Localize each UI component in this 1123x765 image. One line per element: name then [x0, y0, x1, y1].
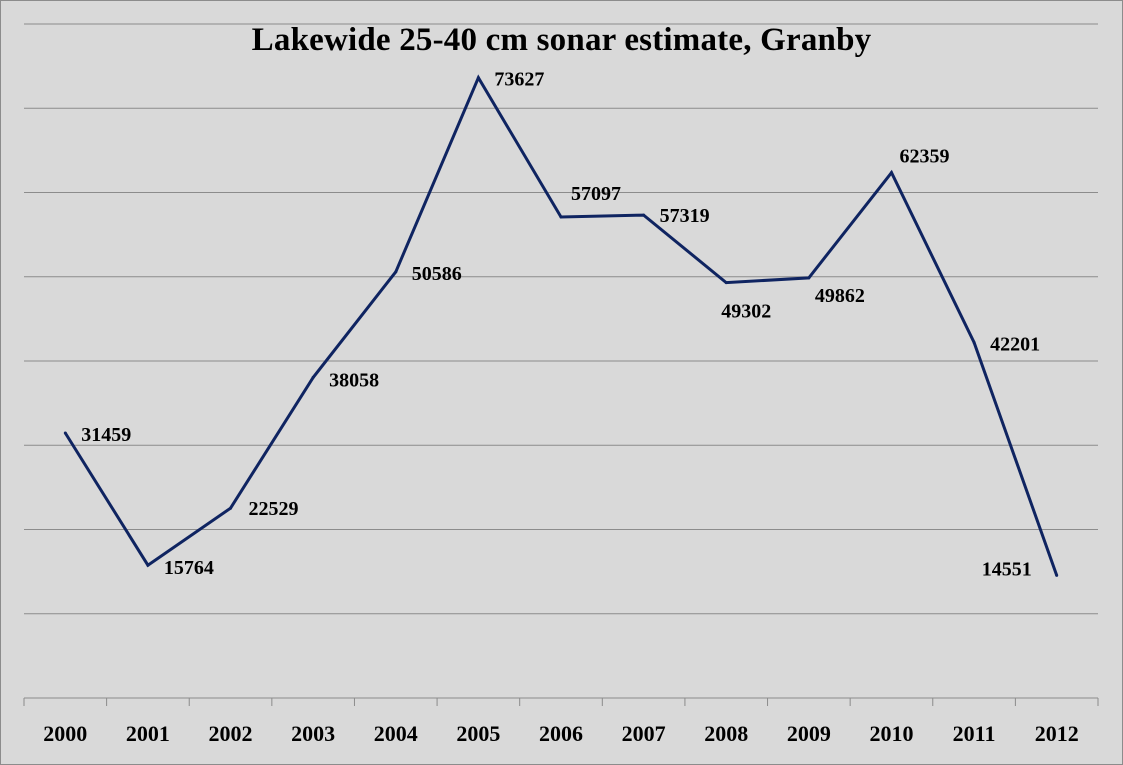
data-point: [642, 213, 646, 217]
data-label: 62359: [899, 146, 949, 168]
data-label: 49862: [815, 285, 865, 307]
chart-title: Lakewide 25-40 cm sonar estimate, Granby: [251, 22, 872, 58]
data-label: 49302: [721, 301, 771, 323]
series-line-group: [63, 74, 1059, 577]
gridlines: [24, 23, 1098, 615]
data-label: 14551: [982, 558, 1032, 580]
data-point: [476, 76, 480, 80]
data-point: [724, 281, 728, 285]
data-point: [229, 506, 233, 510]
data-labels: 31459 15764 22529 38058 50586 73627 57097 57319…: [81, 69, 1040, 581]
x-tick-label: 2009: [787, 721, 831, 746]
data-label: 22529: [249, 498, 299, 520]
data-point: [146, 563, 150, 567]
data-point: [394, 270, 398, 274]
data-label: 73627: [494, 69, 544, 91]
data-label: 57319: [660, 205, 710, 227]
x-tick-label: 2000: [43, 721, 87, 746]
data-point: [1055, 573, 1059, 577]
data-label: 38058: [329, 369, 379, 391]
x-tick-label: 2003: [291, 721, 335, 746]
data-label: 57097: [571, 183, 621, 205]
x-tick-label: 2006: [539, 721, 583, 746]
data-label: 50586: [412, 263, 462, 285]
x-tick-label: 2001: [126, 721, 170, 746]
x-tick-label: 2004: [374, 721, 418, 746]
data-point: [889, 171, 893, 175]
data-point: [63, 431, 67, 435]
x-tick-labels: 2000 2001 2002 2003 2004 2005 2006 2007 2008 2009…: [43, 721, 1078, 746]
data-point: [559, 215, 563, 219]
data-point: [807, 276, 811, 280]
x-tick-label: 2010: [869, 721, 913, 746]
data-point: [972, 340, 976, 344]
data-point: [311, 375, 315, 379]
x-tick-label: 2012: [1035, 721, 1079, 746]
x-axis: [23, 697, 1099, 706]
x-tick-label: 2007: [622, 721, 666, 746]
x-tick-label: 2008: [704, 721, 748, 746]
data-label: 31459: [81, 424, 131, 446]
x-tick-label: 2011: [953, 721, 996, 746]
x-tick-label: 2002: [209, 721, 253, 746]
data-label: 42201: [990, 333, 1040, 355]
x-tick-label: 2005: [456, 721, 500, 746]
data-label: 15764: [164, 557, 214, 579]
